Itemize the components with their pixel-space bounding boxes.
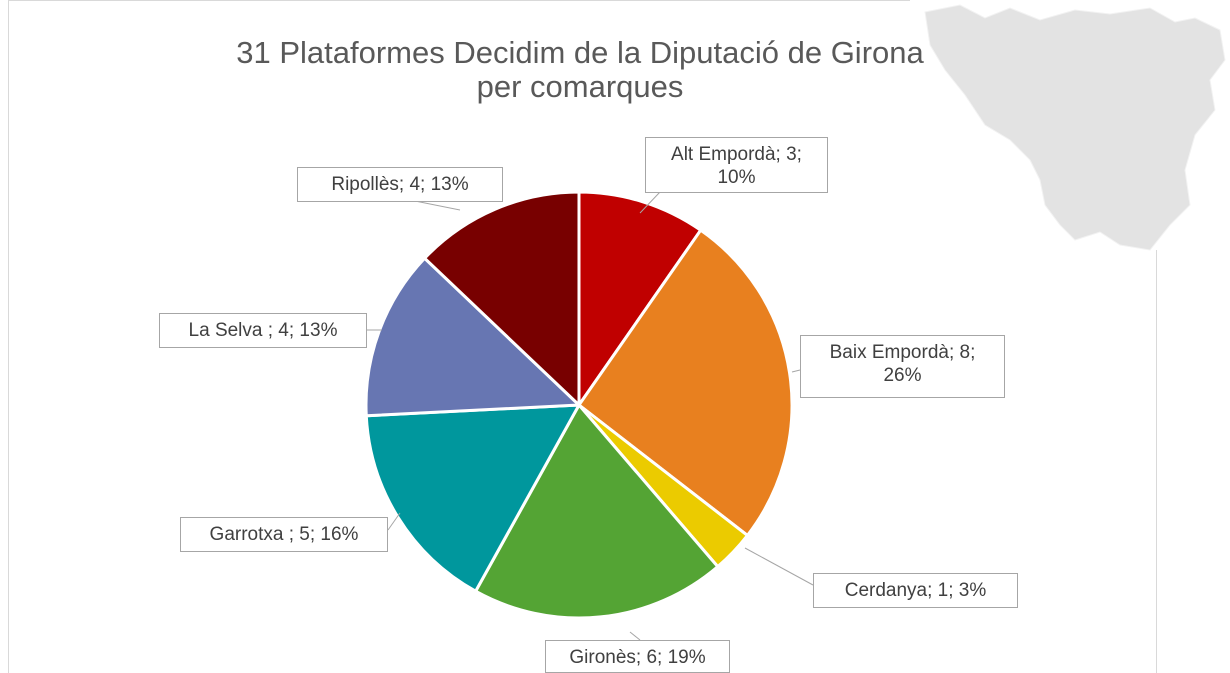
data-label: Garrotxa ; 5; 16% — [180, 517, 388, 552]
pie-slice: Gironès — [473, 402, 720, 620]
leader-line — [639, 191, 661, 214]
data-label: Ripollès; 4; 13% — [297, 167, 503, 202]
data-label: Cerdanya; 1; 3% — [813, 573, 1018, 608]
leader-line — [387, 512, 401, 531]
pie-slice: Alt Empordà — [577, 190, 703, 410]
pie-slice: Garrotxa — [364, 403, 582, 594]
pie-slice: La Selva — [364, 256, 583, 418]
pie-slice: Baix Empordà — [576, 228, 794, 538]
map-decoration — [924, 4, 1226, 251]
data-label: La Selva ; 4; 13% — [159, 313, 367, 348]
data-label: Baix Empordà; 8; 26% — [800, 335, 1005, 398]
data-label: Gironès; 6; 19% — [545, 640, 730, 673]
leader-line — [629, 631, 641, 641]
leader-line — [744, 547, 814, 586]
leader-line — [791, 369, 801, 373]
chart-title: 31 Plataformes Decidim de la Diputació d… — [236, 35, 924, 104]
data-label: Alt Empordà; 3; 10% — [645, 137, 828, 193]
pie-slice: Ripollès — [422, 190, 581, 409]
